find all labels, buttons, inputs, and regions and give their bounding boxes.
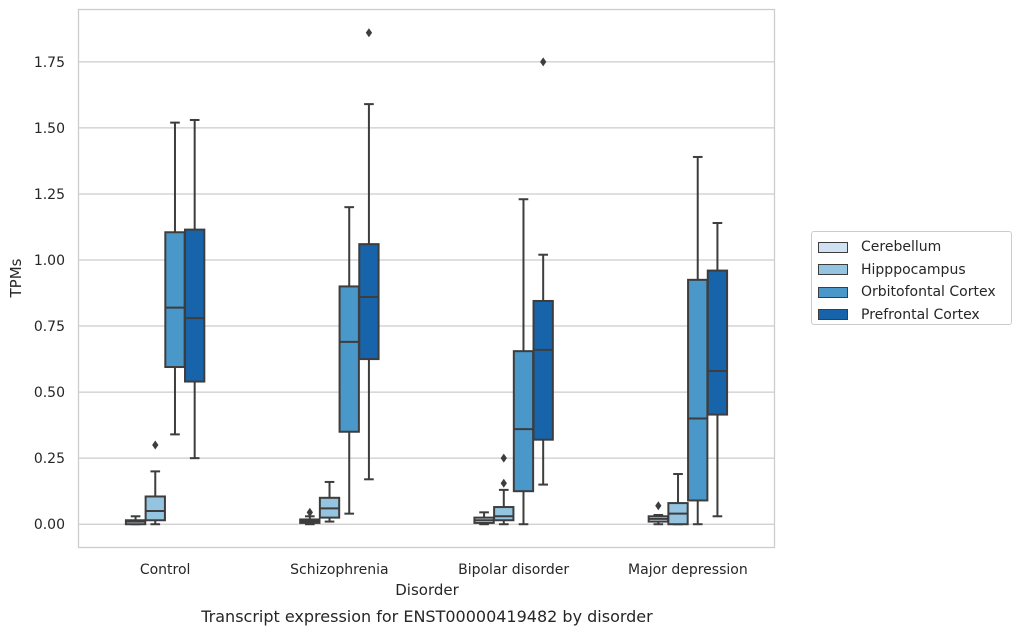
box-prefrontal-cortex <box>184 118 206 460</box>
box-iqr <box>144 495 166 522</box>
x-tick-label: Bipolar disorder <box>458 562 569 578</box>
legend-swatch <box>818 241 848 253</box>
y-tick-label: 0.50 <box>34 385 65 401</box>
box-hipppocampus <box>667 473 689 526</box>
y-tick-label: 0.25 <box>34 451 65 467</box>
box-prefrontal-cortex <box>532 57 554 486</box>
box-iqr <box>184 228 206 383</box>
box-iqr <box>164 231 186 369</box>
x-tick-label: Schizophrenia <box>290 562 388 578</box>
y-tick-label: 0.75 <box>34 319 65 335</box>
outlier-point <box>152 440 159 450</box>
box-iqr <box>512 350 535 493</box>
box-cerebellum <box>299 507 321 526</box>
outlier-point <box>500 478 507 488</box>
box-hipppocampus <box>493 453 515 526</box>
outlier-point <box>500 453 507 463</box>
y-tick-label: 1.25 <box>34 187 65 203</box>
chart-caption: Transcript expression for ENST0000041948… <box>200 607 653 626</box>
y-tick-label: 0.00 <box>34 517 65 533</box>
box-iqr <box>706 269 729 416</box>
y-tick-label: 1.75 <box>34 55 65 71</box>
box-prefrontal-cortex <box>358 28 380 481</box>
box-prefrontal-cortex <box>706 222 729 518</box>
box-hipppocampus <box>318 480 341 523</box>
outlier-point <box>306 507 313 517</box>
y-tick-label: 1.50 <box>34 121 65 137</box>
box-orbitofontal-cortex <box>512 198 535 526</box>
box-hipppocampus <box>144 440 166 526</box>
legend-label: Prefrontal Cortex <box>861 306 980 323</box>
x-axis-ticks: Control Schizophrenia Bipolar disorder Majo… <box>140 562 748 578</box>
legend-label: Cerebellum <box>861 239 942 256</box>
x-axis-title: Disorder <box>395 581 459 599</box>
legend-swatch <box>818 309 848 321</box>
y-axis-title: TPMs <box>7 258 25 298</box>
x-tick-label: Major depression <box>628 562 748 578</box>
box-iqr <box>532 299 554 441</box>
y-tick-label: 1.00 <box>34 253 65 269</box>
box-iqr <box>493 506 515 522</box>
y-axis-ticks: 0.00 0.25 0.50 0.75 1.00 1.25 1.50 1.75 <box>34 55 65 533</box>
legend-label: Orbitofontal Cortex <box>861 284 996 301</box>
box-iqr <box>358 243 380 361</box>
box-iqr <box>687 278 709 502</box>
chart-legend: Cerebellum Hipppocampus Orbitofontal Corte… <box>811 231 1012 325</box>
outlier-point <box>540 57 547 67</box>
legend-label: Hipppocampus <box>861 261 966 278</box>
legend-item: Hipppocampus <box>818 259 1005 282</box>
legend-item: Prefrontal Cortex <box>818 304 1005 327</box>
legend-swatch <box>818 264 848 276</box>
legend-item: Orbitofontal Cortex <box>818 281 1005 304</box>
box-series <box>124 28 729 526</box>
legend-swatch <box>818 286 848 298</box>
box-cerebellum <box>124 515 147 526</box>
outlier-point <box>655 501 662 511</box>
outlier-point <box>365 28 373 38</box>
box-iqr <box>338 285 360 433</box>
box-cerebellum <box>647 501 669 526</box>
x-tick-label: Control <box>140 562 191 578</box>
legend-item: Cerebellum <box>818 236 1005 259</box>
